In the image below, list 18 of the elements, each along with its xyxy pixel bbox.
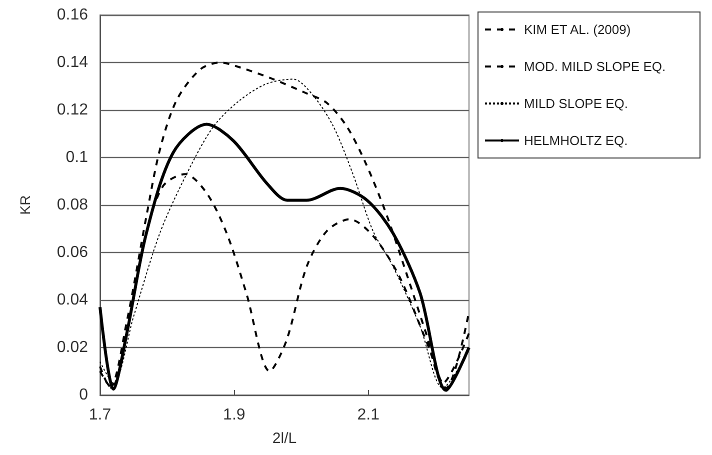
y-tick-label: 0.12 (56, 102, 88, 118)
y-tick-label: 0 (79, 386, 88, 404)
legend-label: MOD. MILD SLOPE EQ. (524, 59, 666, 74)
y-tick-label: 0.04 (56, 292, 88, 308)
y-tick-label: 0.08 (56, 196, 88, 214)
x-axis-title: 2l/L (272, 430, 297, 447)
y-tick-label: 0.06 (56, 244, 88, 261)
x-tick-label: 1.9 (223, 406, 246, 424)
y-axis-title: KR (17, 195, 33, 215)
x-tick-label: 2.1 (357, 406, 380, 424)
y-tick-label: 0.14 (56, 54, 88, 71)
legend-label: HELMHOLTZ EQ. (524, 133, 628, 148)
legend-label: MILD SLOPE EQ. (524, 96, 628, 111)
x-tick-label: 1.7 (88, 406, 112, 424)
y-tick-label: 0.16 (56, 6, 88, 24)
legend-label: KIM ET AL. (2009) (524, 22, 631, 37)
y-tick-label: 0.1 (66, 149, 88, 166)
y-tick-label: 0.02 (56, 339, 88, 356)
